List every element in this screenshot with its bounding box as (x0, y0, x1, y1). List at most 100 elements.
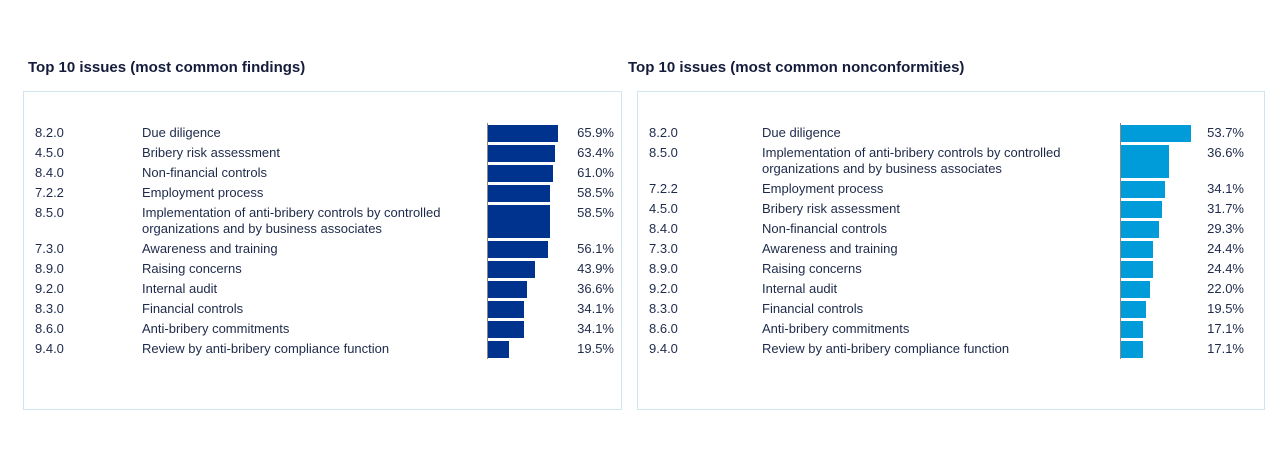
issue-row: 8.4.0 Non-financial controls 61.0% (35, 163, 621, 183)
bar (488, 260, 535, 278)
value-label: 36.6% (577, 281, 614, 296)
bar-cell (487, 183, 568, 203)
value-label: 58.5% (577, 205, 614, 220)
issue-code: 7.2.2 (35, 185, 64, 200)
issue-name: Implementation of anti-bribery controls … (142, 205, 441, 236)
bar (1121, 220, 1160, 238)
value-label: 65.9% (577, 125, 614, 140)
issue-name: Raising concerns (142, 261, 242, 276)
bar (488, 340, 509, 358)
panel: 8.2.0 Due diligence 53.7% 8.5.0 Implementati… (637, 91, 1265, 410)
issue-code: 8.3.0 (649, 301, 678, 316)
value-label: 34.1% (1207, 181, 1244, 196)
bar-cell (1120, 279, 1201, 299)
bar (1121, 240, 1153, 258)
bar (488, 204, 551, 238)
issue-code: 4.5.0 (35, 145, 64, 160)
bar (1121, 320, 1144, 338)
issue-name: Anti-bribery commitments (762, 321, 910, 336)
bar-cell (1120, 219, 1201, 239)
bar-cell (487, 239, 568, 259)
bar-cell (1120, 179, 1201, 199)
issue-code: 7.3.0 (649, 241, 678, 256)
issue-name: Awareness and training (762, 241, 898, 256)
bar (488, 144, 556, 162)
value-label: 36.6% (1207, 145, 1244, 160)
bar-cell (1120, 239, 1201, 259)
bar-cell (1120, 299, 1201, 319)
issue-row: 7.2.2 Employment process 58.5% (35, 183, 621, 203)
issue-code: 8.5.0 (649, 145, 678, 160)
bar-cell (487, 203, 568, 239)
issue-code: 9.2.0 (649, 281, 678, 296)
bar-cell (1120, 199, 1201, 219)
issue-name: Financial controls (142, 301, 244, 316)
bar (488, 280, 527, 298)
bar-cell (1120, 123, 1201, 143)
issue-code: 8.4.0 (649, 221, 678, 236)
issue-code: 7.2.2 (649, 181, 678, 196)
bar-cell (487, 259, 568, 279)
bar-cell (487, 143, 568, 163)
value-label: 17.1% (1207, 321, 1244, 336)
issue-row: 8.2.0 Due diligence 53.7% (649, 123, 1264, 143)
issue-row: 8.3.0 Financial controls 19.5% (649, 299, 1264, 319)
value-label: 24.4% (1207, 261, 1244, 276)
issue-code: 8.3.0 (35, 301, 64, 316)
issue-code: 8.4.0 (35, 165, 64, 180)
bar (488, 124, 558, 142)
issue-row: 4.5.0 Bribery risk assessment 31.7% (649, 199, 1264, 219)
issue-name: Bribery risk assessment (142, 145, 280, 160)
issue-name: Internal audit (762, 281, 838, 296)
value-label: 34.1% (577, 321, 614, 336)
issue-code: 8.5.0 (35, 205, 64, 220)
value-label: 24.4% (1207, 241, 1244, 256)
issue-row: 8.4.0 Non-financial controls 29.3% (649, 219, 1264, 239)
issue-name: Non-financial controls (142, 165, 268, 180)
issue-row: 8.3.0 Financial controls 34.1% (35, 299, 621, 319)
bar (1121, 280, 1150, 298)
issue-code: 8.6.0 (35, 321, 64, 336)
panel-title: Top 10 issues (most common nonconformiti… (628, 59, 965, 76)
value-label: 17.1% (1207, 341, 1244, 356)
issue-name: Review by anti-bribery compliance functi… (762, 341, 1010, 356)
value-label: 63.4% (577, 145, 614, 160)
bar (1121, 144, 1169, 178)
issue-row: 7.2.2 Employment process 34.1% (649, 179, 1264, 199)
bar (488, 320, 525, 338)
issue-name: Raising concerns (762, 261, 862, 276)
issue-name: Employment process (142, 185, 264, 200)
issue-code: 9.4.0 (649, 341, 678, 356)
issue-code: 8.9.0 (649, 261, 678, 276)
issue-row: 4.5.0 Bribery risk assessment 63.4% (35, 143, 621, 163)
panel: 8.2.0 Due diligence 65.9% 4.5.0 Bribery risk… (23, 91, 622, 410)
issue-row: 9.2.0 Internal audit 22.0% (649, 279, 1264, 299)
bar-cell (1120, 339, 1201, 359)
issue-row: 8.9.0 Raising concerns 43.9% (35, 259, 621, 279)
bar-cell (1120, 143, 1201, 179)
issue-code: 8.2.0 (35, 125, 64, 140)
bar (1121, 300, 1147, 318)
bar-cell (487, 279, 568, 299)
issue-name: Bribery risk assessment (762, 201, 900, 216)
bar-cell (487, 319, 568, 339)
bar (488, 164, 553, 182)
issue-code: 8.9.0 (35, 261, 64, 276)
issue-row: 9.4.0 Review by anti-bribery compliance f… (35, 339, 621, 359)
bar (1121, 200, 1163, 218)
value-label: 53.7% (1207, 125, 1244, 140)
value-label: 19.5% (577, 341, 614, 356)
issue-name: Implementation of anti-bribery controls … (762, 145, 1061, 176)
issue-name: Internal audit (142, 281, 218, 296)
issue-code: 9.4.0 (35, 341, 64, 356)
issue-code: 9.2.0 (35, 281, 64, 296)
bar-cell (487, 163, 568, 183)
issue-row: 9.2.0 Internal audit 36.6% (35, 279, 621, 299)
issue-name: Review by anti-bribery compliance functi… (142, 341, 390, 356)
issue-name: Anti-bribery commitments (142, 321, 290, 336)
issue-row: 8.5.0 Implementation of anti-bribery cont… (649, 143, 1264, 179)
bar (488, 300, 525, 318)
issue-row: 8.6.0 Anti-bribery commitments 34.1% (35, 319, 621, 339)
issue-code: 4.5.0 (649, 201, 678, 216)
